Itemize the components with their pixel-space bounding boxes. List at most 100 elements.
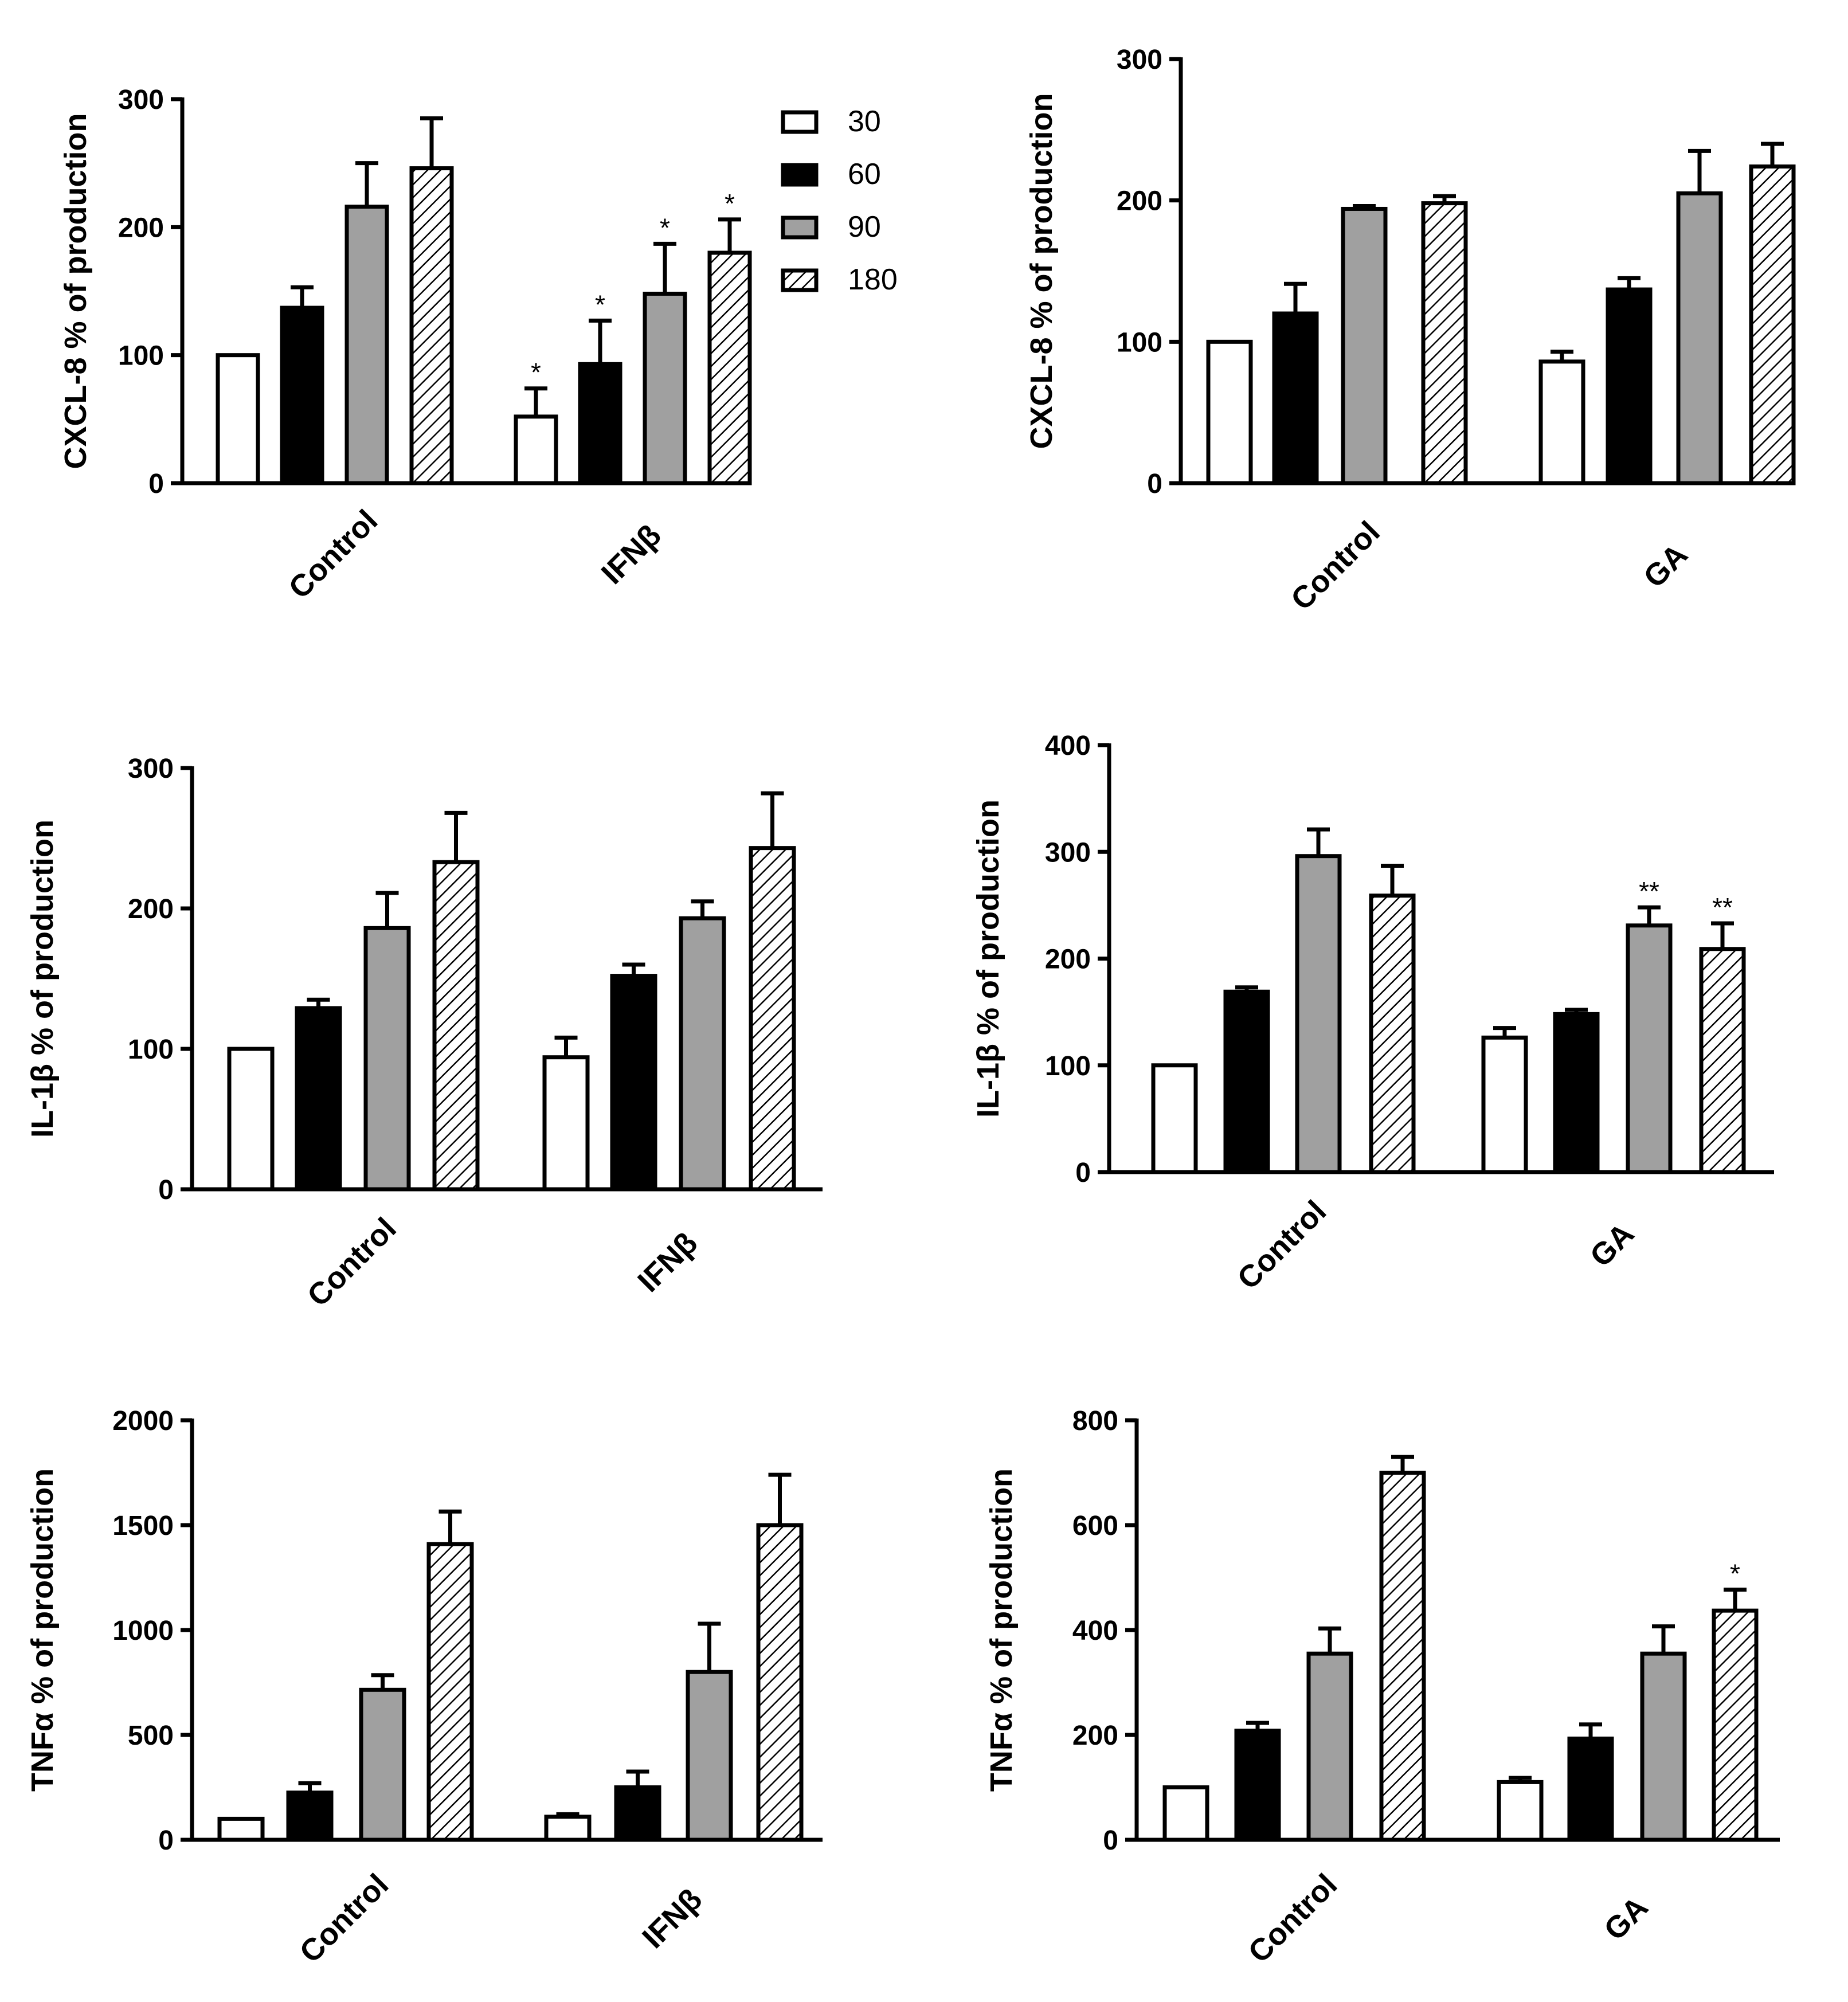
y-axis-title: TNFα % of production [984, 1468, 1019, 1792]
y-tick-label: 300 [1117, 45, 1162, 75]
y-tick-label: 100 [128, 1035, 174, 1065]
bar-ifnβ-30 [514, 414, 558, 485]
x-category-label: IFNβ [631, 1226, 704, 1299]
bar-ga-30 [1497, 1780, 1544, 1842]
bar-ifnβ-30 [544, 1815, 592, 1842]
x-category-label: Control [1285, 515, 1387, 617]
bar-control-180 [1369, 894, 1416, 1174]
bar-ga-60 [1567, 1736, 1614, 1842]
x-category-label: Control [293, 1867, 395, 1969]
bar-control-60 [1272, 311, 1319, 485]
y-tick-label: 0 [1103, 1825, 1118, 1856]
bar-control-180 [409, 166, 454, 485]
y-tick-label: 300 [128, 754, 174, 784]
bar-ifnβ-180 [749, 846, 796, 1192]
bar-control-30 [1162, 1785, 1209, 1842]
bar-control-60 [295, 1006, 342, 1192]
bar-control-30 [1206, 339, 1253, 485]
bar-control-60 [1223, 989, 1270, 1174]
bar-control-30 [227, 1047, 275, 1192]
x-category-label: IFNβ [595, 518, 668, 591]
x-category-label: IFNβ [636, 1882, 708, 1955]
y-axis-title: IL-1β % of production [971, 800, 1005, 1118]
bar-ga-60 [1606, 287, 1653, 485]
y-tick-label: 1000 [112, 1616, 174, 1646]
bar-ga-90 [1676, 191, 1723, 485]
chart-panel-6: TNFα % of production 0 200 400 600 800 Control… [984, 1406, 1780, 1969]
bar-ga-30 [1481, 1035, 1528, 1174]
legend-swatch-180 [781, 268, 819, 292]
bar-control-180 [1421, 201, 1468, 485]
y-tick-label: 100 [1117, 327, 1162, 358]
bar-ga-180 [1712, 1608, 1759, 1842]
bar-control-30 [216, 353, 260, 485]
bar-ga-180 [1749, 164, 1796, 485]
bar-ifnβ-90 [679, 916, 726, 1192]
legend-label-180: 180 [848, 263, 898, 296]
legend-swatch-30 [781, 110, 819, 134]
bar-control-60 [286, 1791, 334, 1842]
bar-control-30 [1151, 1063, 1198, 1174]
x-category-label: Control [301, 1211, 403, 1313]
bar-ifnβ-180 [756, 1523, 804, 1842]
y-tick-label: 100 [118, 341, 164, 371]
y-tick-label: 300 [118, 85, 164, 115]
bar-control-180 [432, 860, 480, 1192]
chart-panel-3: IL-1β % of production 0 100 200 300 Control IF… [25, 754, 823, 1313]
y-tick-label: 200 [118, 213, 164, 243]
bar-ga-180 [1699, 947, 1746, 1174]
significance-marker: * [725, 189, 735, 218]
bar-ifnβ-60 [578, 362, 622, 485]
bar-control-90 [1306, 1651, 1353, 1842]
bar-ga-90 [1640, 1651, 1687, 1842]
bar-control-90 [344, 205, 389, 485]
bar-ifnβ-180 [707, 250, 752, 485]
significance-marker: * [660, 213, 670, 242]
legend-label-90: 90 [848, 210, 881, 244]
x-category-label: Control [1242, 1867, 1344, 1969]
bar-control-90 [1295, 854, 1342, 1174]
y-tick-label: 2000 [112, 1406, 174, 1436]
significance-marker: ** [1639, 876, 1659, 906]
bar-ifnβ-60 [614, 1785, 661, 1842]
bar-control-60 [1234, 1729, 1281, 1842]
chart-panel-1: CXCL-8 % of production 0 100 200 300 Control *… [58, 85, 752, 605]
y-tick-label: 600 [1072, 1511, 1118, 1541]
y-tick-label: 200 [128, 894, 174, 924]
bar-control-60 [280, 305, 324, 485]
bar-ga-90 [1626, 923, 1673, 1174]
bar-control-30 [217, 1816, 265, 1842]
y-tick-label: 800 [1072, 1406, 1118, 1436]
chart-panel-2: CXCL-8 % of production 0 100 200 300 Control G… [1024, 45, 1796, 617]
y-tick-label: 0 [1147, 469, 1162, 499]
x-category-label: Control [282, 503, 384, 605]
significance-marker: * [1730, 1559, 1740, 1589]
y-tick-label: 0 [158, 1175, 174, 1205]
y-tick-label: 200 [1117, 186, 1162, 217]
legend: 30 60 90 180 [781, 105, 898, 296]
x-category-label: GA [1637, 537, 1694, 594]
y-tick-label: 200 [1045, 945, 1091, 975]
bar-ifnβ-30 [542, 1055, 590, 1192]
legend-swatch-90 [781, 216, 819, 240]
y-tick-label: 500 [128, 1721, 174, 1751]
y-tick-label: 200 [1072, 1721, 1118, 1751]
bar-control-90 [1341, 206, 1388, 485]
bar-ifnβ-90 [686, 1670, 733, 1842]
bar-ga-30 [1538, 359, 1585, 485]
bar-ifnβ-60 [610, 974, 657, 1192]
y-axis-title: IL-1β % of production [25, 820, 60, 1138]
y-tick-label: 400 [1045, 731, 1091, 761]
y-tick-label: 400 [1072, 1616, 1118, 1646]
y-axis-title: CXCL-8 % of production [58, 113, 93, 469]
chart-panel-4: IL-1β % of production 0 100 200 300 400 Contro… [971, 731, 1774, 1296]
y-tick-label: 0 [1075, 1158, 1091, 1188]
bar-ga-60 [1553, 1012, 1600, 1174]
y-axis-title: CXCL-8 % of production [1024, 93, 1059, 449]
y-axis-title: TNFα % of production [25, 1468, 60, 1792]
bar-control-90 [359, 1687, 406, 1842]
significance-marker: ** [1712, 892, 1733, 922]
x-category-label: GA [1598, 1890, 1655, 1947]
legend-label-60: 60 [848, 158, 881, 191]
